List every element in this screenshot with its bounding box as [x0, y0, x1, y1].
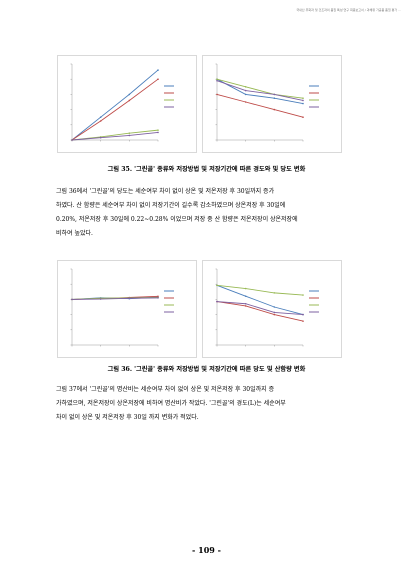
data-point — [274, 97, 276, 99]
paragraph-2-line: 그림 37에서 '그린골'의 명산비는 세순여부 차이 없이 상온 및 저온저장… — [56, 383, 374, 397]
paragraph-2-line: 가하였으며, 저온저장이 상온저장에 비하여 명산비가 작았다. '그린골'의 … — [56, 397, 374, 411]
data-point — [100, 298, 102, 300]
data-point — [274, 94, 276, 96]
paragraph-1-line: 그림 36에서 '그린골'의 당도는 세순여부 차이 없이 상온 및 저온저장 … — [56, 185, 374, 199]
data-point — [274, 312, 276, 314]
data-point — [129, 135, 131, 137]
page-number: - 109 - — [0, 545, 413, 555]
paragraph-2: 그림 37에서 '그린골'의 명산비는 세순여부 차이 없이 상온 및 저온저장… — [56, 383, 374, 425]
data-point — [216, 78, 218, 80]
series-line — [217, 79, 303, 98]
data-point — [302, 97, 304, 99]
data-point — [157, 69, 159, 71]
data-point — [216, 301, 218, 303]
data-point — [157, 297, 159, 299]
data-point — [100, 116, 102, 118]
chart-firmness — [58, 56, 196, 152]
data-point — [274, 109, 276, 111]
data-point — [157, 78, 159, 80]
data-point — [129, 94, 131, 96]
chart-brix — [58, 261, 196, 357]
data-point — [71, 299, 73, 301]
paragraph-1-line: 하였다. 산 함량은 세순여부 차이 없이 저장기간이 길수록 감소하였으며 상… — [56, 199, 374, 213]
data-point — [302, 314, 304, 316]
data-point — [216, 80, 218, 82]
data-point — [274, 314, 276, 316]
data-point — [157, 129, 159, 131]
paragraph-2-line: 차이 없이 상온 및 저온저장 후 30일 까지 변화가 적었다. — [56, 411, 374, 425]
data-point — [245, 288, 247, 290]
data-point — [245, 94, 247, 96]
running-header: 국내산 무화과 및 건조과의 품질 특성 연구 최종보고서 / 과채류 가공품 … — [40, 8, 401, 12]
data-point — [100, 120, 102, 122]
data-point — [245, 305, 247, 307]
series-line — [72, 79, 158, 140]
chart-panel-sugar — [202, 55, 342, 153]
series-line — [72, 70, 158, 140]
data-point — [100, 137, 102, 139]
data-point — [216, 284, 218, 286]
data-point — [245, 303, 247, 305]
chart-panel-firmness — [57, 55, 197, 153]
data-point — [302, 100, 304, 102]
data-point — [245, 295, 247, 297]
chart-panel-acidity — [202, 260, 342, 358]
data-point — [129, 100, 131, 102]
data-point — [245, 101, 247, 103]
data-point — [274, 306, 276, 308]
data-point — [216, 94, 218, 96]
data-point — [245, 90, 247, 92]
paragraph-1: 그림 36에서 '그린골'의 당도는 세순여부 차이 없이 상온 및 저온저장 … — [56, 185, 374, 241]
data-point — [302, 103, 304, 105]
chart-panel-brix — [57, 260, 197, 358]
paragraph-1-line: 비하여 높았다. — [56, 227, 374, 241]
data-point — [71, 139, 73, 141]
data-point — [302, 294, 304, 296]
data-point — [302, 320, 304, 322]
figure-35-caption: 그림 35. '그린골' 종류와 저장방법 및 저장기간에 따른 경도와 및 당… — [0, 164, 413, 173]
data-point — [274, 292, 276, 294]
data-point — [129, 132, 131, 134]
data-point — [157, 132, 159, 134]
figure-36-caption: 그림 36. '그린골' 종류와 저장방법 및 저장기간에 따른 당도 및 산함… — [0, 364, 413, 373]
data-point — [302, 116, 304, 118]
chart-acidity — [203, 261, 341, 357]
chart-sugar — [203, 56, 341, 152]
series-line — [72, 132, 158, 140]
data-point — [245, 86, 247, 88]
data-point — [129, 297, 131, 299]
paragraph-1-line: 0.20%, 저온저장 후 30일에 0.22~0.28% 이었으며 저장 중 … — [56, 213, 374, 227]
